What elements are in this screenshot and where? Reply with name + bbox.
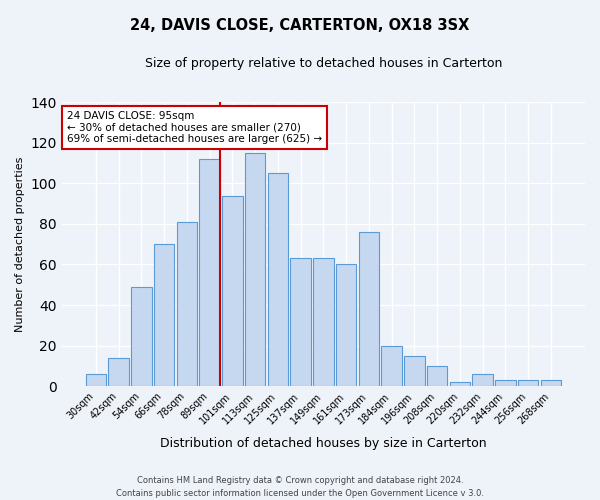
Bar: [518, 380, 538, 386]
Text: Contains HM Land Registry data © Crown copyright and database right 2024.
Contai: Contains HM Land Registry data © Crown c…: [116, 476, 484, 498]
Text: 24 DAVIS CLOSE: 95sqm
← 30% of detached houses are smaller (270)
69% of semi-det: 24 DAVIS CLOSE: 95sqm ← 30% of detached …: [67, 110, 322, 144]
Bar: [199, 159, 220, 386]
Bar: [427, 366, 448, 386]
Bar: [86, 374, 106, 386]
X-axis label: Distribution of detached houses by size in Carterton: Distribution of detached houses by size …: [160, 437, 487, 450]
Text: 24, DAVIS CLOSE, CARTERTON, OX18 3SX: 24, DAVIS CLOSE, CARTERTON, OX18 3SX: [130, 18, 470, 32]
Bar: [359, 232, 379, 386]
Bar: [109, 358, 129, 386]
Bar: [541, 380, 561, 386]
Bar: [336, 264, 356, 386]
Bar: [245, 153, 265, 386]
Bar: [290, 258, 311, 386]
Bar: [222, 196, 242, 386]
Bar: [450, 382, 470, 386]
Y-axis label: Number of detached properties: Number of detached properties: [15, 156, 25, 332]
Bar: [382, 346, 402, 386]
Bar: [131, 287, 152, 386]
Bar: [495, 380, 516, 386]
Bar: [176, 222, 197, 386]
Bar: [154, 244, 175, 386]
Bar: [268, 173, 288, 386]
Bar: [313, 258, 334, 386]
Title: Size of property relative to detached houses in Carterton: Size of property relative to detached ho…: [145, 58, 502, 70]
Bar: [404, 356, 425, 386]
Bar: [472, 374, 493, 386]
